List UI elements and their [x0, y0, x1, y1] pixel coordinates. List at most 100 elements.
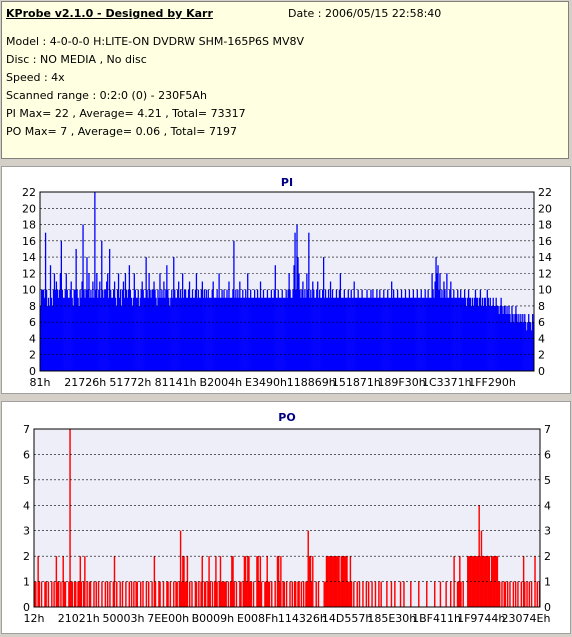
- pi-bar: [283, 297, 285, 371]
- po-bar: [248, 556, 250, 607]
- pi-bar: [410, 297, 413, 371]
- po-bar: [293, 581, 296, 607]
- po-y-tick-label-right: 5: [544, 474, 551, 487]
- po-bar: [225, 581, 227, 607]
- po-bar: [73, 581, 76, 607]
- po-bar: [119, 581, 121, 607]
- pi-bar: [217, 297, 219, 371]
- po-bar: [104, 581, 107, 607]
- po-bar: [350, 581, 353, 607]
- pi-bar: [368, 297, 370, 371]
- pi-bar: [443, 281, 445, 371]
- po-bar: [223, 581, 225, 607]
- po-bar: [457, 581, 460, 607]
- pi-bar: [314, 297, 316, 371]
- po-bar: [380, 581, 382, 607]
- po-bar: [252, 581, 255, 607]
- pi-bar: [224, 297, 226, 371]
- pi-bar: [69, 289, 71, 371]
- pi-y-tick-label-right: 22: [538, 186, 552, 199]
- pi-bar: [206, 297, 208, 371]
- pi-bar: [335, 289, 338, 371]
- pi-bar: [172, 297, 174, 371]
- pi-bar: [327, 289, 330, 371]
- pi-bar: [198, 297, 201, 371]
- pi-bar: [78, 305, 80, 371]
- po-bar: [302, 581, 305, 607]
- po-bar: [86, 581, 88, 607]
- pi-bar: [303, 297, 305, 371]
- pi-bar: [285, 289, 287, 371]
- pi-bar: [391, 281, 393, 371]
- pi-bar: [147, 297, 149, 371]
- pi-bar: [456, 297, 458, 371]
- pi-chart-title: PI: [281, 176, 293, 189]
- pi-bar: [171, 289, 173, 371]
- pi-bar: [425, 297, 427, 371]
- po-bar: [300, 581, 303, 607]
- pi-bar: [87, 289, 89, 371]
- pi-bar: [221, 289, 223, 371]
- po-bar: [34, 581, 36, 607]
- pi-bar: [439, 273, 441, 371]
- po-y-tick-label-right: 0: [544, 601, 551, 614]
- pi-bar: [353, 281, 355, 371]
- pi-bar: [239, 281, 241, 371]
- po-bar: [386, 581, 388, 607]
- pi-bar: [94, 192, 96, 371]
- pi-y-tick-label-right: 10: [538, 284, 552, 297]
- pi-bar: [157, 289, 159, 371]
- pi-bar: [330, 297, 333, 371]
- po-bar: [243, 556, 246, 607]
- pi-bar: [287, 289, 289, 371]
- pi-y-tick-label: 20: [22, 202, 36, 215]
- po-bar: [244, 556, 247, 607]
- po-bar: [112, 581, 115, 607]
- pi-bar: [85, 289, 87, 371]
- po-y-tick-label-right: 1: [544, 576, 551, 589]
- pi-bar: [208, 297, 210, 371]
- po-bar: [218, 581, 221, 607]
- pi-x-tick-label: 1C3371h: [422, 376, 472, 389]
- pi-bar: [516, 314, 518, 371]
- pi-bar: [119, 289, 122, 371]
- scan-date: Date : 2006/05/15 22:58:40: [288, 7, 442, 20]
- pi-bar: [129, 289, 132, 371]
- po-bar: [79, 556, 82, 607]
- pi-bar: [181, 297, 183, 371]
- po-bar: [530, 581, 533, 607]
- pi-bar: [237, 289, 239, 371]
- pi-bar: [140, 289, 142, 371]
- pi-bar: [411, 297, 414, 371]
- pi-bar: [315, 297, 317, 371]
- po-bar: [95, 581, 97, 607]
- pi-bar: [463, 289, 466, 371]
- pi-bar: [166, 265, 168, 371]
- po-bar: [492, 556, 494, 607]
- pi-bar: [262, 289, 265, 371]
- pi-bar: [65, 273, 67, 371]
- pi-bar: [294, 232, 296, 371]
- pi-bar: [210, 297, 212, 371]
- po-bar: [497, 581, 500, 607]
- pi-bar: [501, 305, 503, 371]
- pi-bar: [428, 297, 430, 371]
- pi-y-tick-label-right: 14: [538, 251, 552, 264]
- pi-bar: [517, 322, 519, 371]
- pi-bar: [388, 297, 390, 371]
- pi-bar: [500, 297, 502, 371]
- po-bar: [498, 581, 501, 607]
- pi-bar: [506, 305, 508, 371]
- pi-bar: [253, 289, 256, 371]
- po-bar: [235, 581, 238, 607]
- pi-bar: [462, 297, 464, 371]
- pi-bar: [469, 297, 472, 371]
- pi-bar: [520, 314, 522, 371]
- pi-bar: [181, 273, 184, 371]
- po-bar: [353, 581, 355, 607]
- pi-bar: [268, 297, 271, 371]
- pi-bar: [194, 289, 197, 371]
- pi-bar: [438, 289, 440, 371]
- po-bar: [135, 581, 137, 607]
- pi-bar: [445, 297, 447, 371]
